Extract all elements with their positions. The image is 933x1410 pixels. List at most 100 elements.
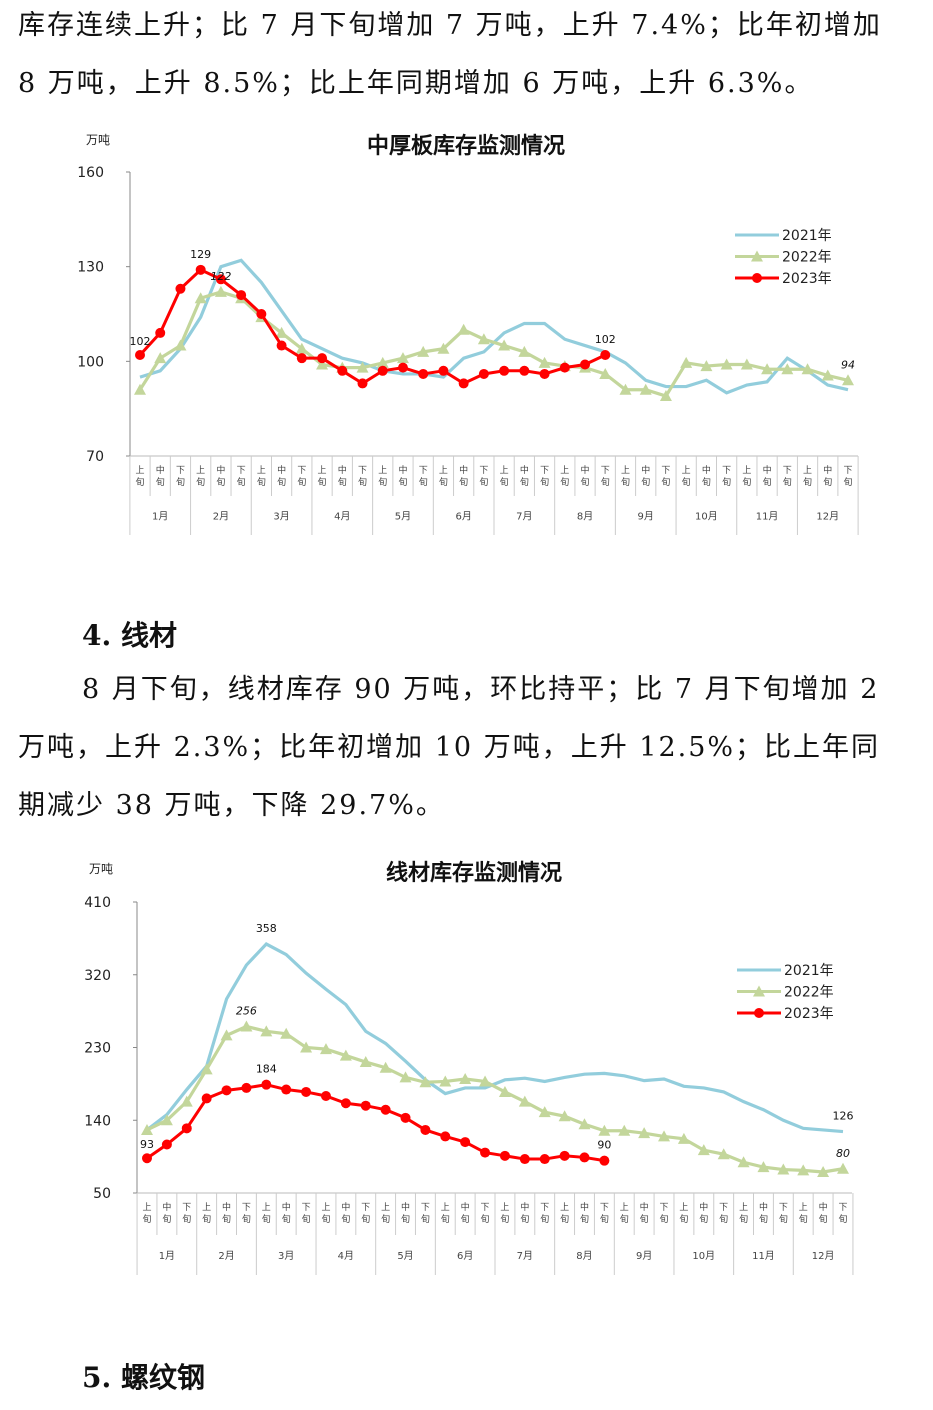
x-tick-label-period: 下 [237,466,246,476]
x-tick-label-month: 2月 [218,1250,234,1262]
x-tick-label-month: 6月 [457,1250,473,1262]
x-tick-label-month: 5月 [397,1250,413,1262]
data-point [215,274,226,285]
x-tick-label-period: 旬 [600,1213,609,1225]
x-tick-label-period: 下 [419,466,428,476]
x-tick-label-period: 下 [297,466,306,476]
data-point [700,360,713,372]
x-tick-label-period: 上 [381,1202,390,1213]
legend-item: 2021年 [737,963,834,979]
data-point [134,383,146,395]
x-tick-label-period: 旬 [216,476,225,488]
x-tick-label-month: 10月 [692,1250,715,1262]
x-tick-label-period: 旬 [439,476,448,488]
data-point [518,1095,531,1107]
x-tick-label-month: 1月 [159,1250,175,1262]
y-tick-label: 410 [84,895,111,911]
x-tick-label-period: 旬 [560,476,569,488]
x-tick-label-period: 旬 [479,476,488,488]
x-tick-label-period: 下 [719,1203,728,1213]
data-label: 102 [595,333,616,346]
x-tick-label-period: 下 [779,1203,788,1213]
data-point [181,1123,192,1134]
legend-item: 2022年 [737,985,834,1001]
x-tick-label-period: 旬 [142,1213,151,1225]
data-point [180,1095,193,1107]
x-tick-label-period: 中 [341,1201,350,1213]
data-point [240,1020,253,1032]
series-line [146,1083,605,1163]
legend-marker [753,985,765,997]
x-tick-label-period: 中 [520,464,529,476]
series-2022年 [141,1020,849,1177]
data-point [135,350,145,361]
data-point [214,285,227,297]
data-point [697,1144,710,1156]
legend-item: 2022年 [735,250,832,266]
data-point [300,1041,313,1053]
x-tick-label-period: 上 [439,465,448,476]
x-tick-label-period: 旬 [262,1213,271,1225]
x-tick-label-period: 中 [162,1201,171,1213]
legend-marker [754,1008,764,1018]
series-line [138,290,849,398]
x-tick-label-period: 旬 [135,476,144,488]
x-tick-label-month: 12月 [812,1250,835,1262]
data-point [260,1025,273,1037]
data-point [337,365,348,376]
legend-item: 2023年 [735,271,832,287]
data-point [440,1131,451,1142]
data-point [397,362,408,373]
x-tick-label-period: 上 [500,1202,509,1213]
chart-1: 中厚板库存监测情况万吨16013010070上旬中旬下旬上旬中旬下旬上旬中旬下旬… [77,133,859,535]
data-point [194,292,207,304]
data-point [380,1104,391,1115]
data-point [842,374,854,386]
x-tick-label-period: 旬 [719,1213,728,1225]
data-point [439,1075,452,1087]
x-tick-label-period: 中 [759,1201,768,1213]
data-point [161,1139,172,1150]
data-point [280,1027,293,1039]
x-tick-label-month: 4月 [338,1250,354,1262]
x-tick-label-month: 6月 [455,511,471,523]
x-tick-label-period: 旬 [338,476,347,488]
x-tick-label-period: 上 [621,465,630,476]
data-label: 80 [836,1147,850,1160]
data-point [160,1114,173,1126]
y-axis-unit: 万吨 [89,862,113,876]
data-point [295,342,308,354]
x-tick-label-month: 8月 [577,511,593,523]
x-tick-label-period: 下 [660,1203,669,1213]
x-tick-label-period: 旬 [282,1213,291,1225]
x-tick-label-month: 11月 [752,1250,775,1262]
data-point [356,361,369,373]
data-label: 93 [140,1138,154,1151]
data-point [220,1029,233,1041]
data-point [396,352,409,364]
x-tick-label-period: 旬 [461,1213,470,1225]
x-tick-label-period: 旬 [759,1213,768,1225]
x-tick-label-period: 旬 [783,476,792,488]
data-point [221,1085,232,1096]
data-point [301,1086,312,1097]
x-tick-label-period: 上 [620,1202,629,1213]
x-tick-label-period: 旬 [739,1213,748,1225]
data-point [498,1085,511,1097]
x-tick-label-period: 旬 [679,1213,688,1225]
x-tick-label-period: 旬 [222,1213,231,1225]
legend-marker [751,250,763,262]
series-2023年 [135,264,611,389]
data-point [680,356,693,368]
x-tick-label-period: 旬 [302,1213,311,1225]
data-point [256,309,267,319]
x-tick-label-period: 上 [262,1202,271,1213]
data-label: 90 [597,1139,611,1152]
x-tick-label-period: 上 [441,1202,450,1213]
x-tick-label-period: 上 [742,465,751,476]
x-tick-label-period: 中 [156,464,165,476]
x-tick-label-period: 下 [421,1203,430,1213]
x-tick-label-period: 旬 [763,476,772,488]
x-tick-label-period: 中 [398,464,407,476]
